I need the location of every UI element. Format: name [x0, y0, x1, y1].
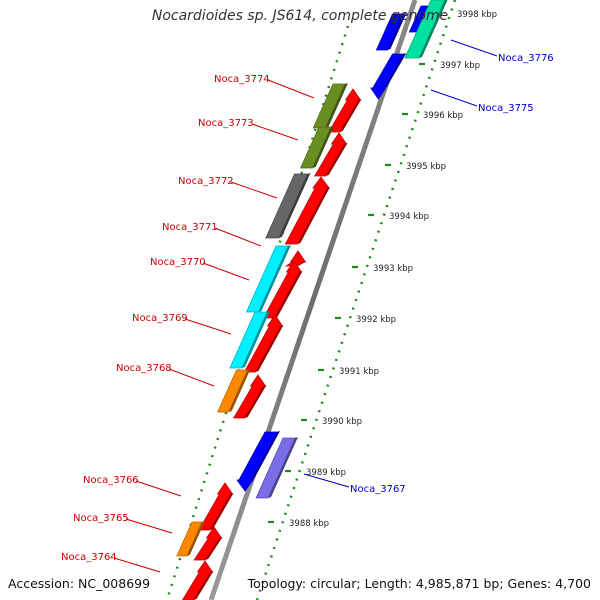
tick-label: 3997 kbp [440, 61, 480, 71]
noca-3767-block-a [236, 431, 278, 492]
gene-label-noca-3767: Noca_3767 [350, 484, 406, 495]
tick-label: 3994 kbp [389, 212, 429, 222]
noca-3768-block-shade [228, 369, 251, 412]
tick-label: 3991 kbp [339, 367, 379, 377]
noca-3766-red-gene-shade [209, 493, 234, 530]
genome-title: Nocardioides sp. JS614, complete genome [151, 8, 449, 24]
leader-line [251, 123, 299, 141]
gene-labels: 3988 kbp 3989 kbp 3990 kbp 3991 kbp 3992 kbp… [61, 10, 554, 573]
noca-3775-block [370, 53, 405, 100]
noca-3772-red-gene-shade [297, 187, 330, 244]
gene-label-noca-3765: Noca_3765 [73, 513, 129, 524]
gene-label-noca-3764: Noca_3764 [61, 552, 117, 563]
noca-3769-red-gene-shade [255, 325, 284, 372]
leader-line [125, 518, 173, 534]
tick-label: 3988 kbp [289, 519, 329, 529]
gene-label-noca-3766: Noca_3766 [83, 475, 139, 486]
leader-line [113, 557, 161, 573]
tick-label: 3989 kbp [306, 468, 346, 478]
noca-3767-block-b-shade [268, 437, 298, 498]
gene-label-noca-3775: Noca_3775 [478, 103, 534, 114]
noca-3770-red-gene-shade [274, 271, 303, 318]
noca-3776-block-shade [419, 0, 448, 58]
noca-3764-red-gene-shade [193, 571, 214, 600]
tick-label: 3995 kbp [406, 162, 446, 172]
tick-label: 3996 kbp [423, 111, 463, 121]
noca-3768-red-gene-shade [244, 385, 267, 418]
tick-label: 3998 kbp [457, 10, 497, 20]
leader-line [303, 473, 350, 488]
noca-3775-block-shade [383, 53, 407, 88]
leader-line [430, 89, 478, 107]
noca-3769-block-shade [241, 311, 270, 368]
noca-3773-red-gene-shade [325, 143, 348, 176]
gene-features [176, 0, 448, 600]
gene-label-noca-3771: Noca_3771 [162, 222, 218, 233]
noca-3772-block-shade [278, 173, 311, 238]
noca-3775-top-block-shade [387, 13, 407, 50]
leader-line [168, 368, 215, 387]
leader-line [267, 79, 315, 99]
leader-line [135, 480, 182, 497]
noca-3774-block-shade [325, 83, 348, 128]
right-dotted-track [255, 0, 457, 600]
noca-3765-block-shade [186, 521, 205, 556]
noca-3773-block-shade [312, 126, 334, 168]
leader-line [214, 227, 262, 247]
leader-line [450, 39, 498, 57]
noca-3771-red-gene-shade [297, 261, 307, 266]
gene-label-noca-3774: Noca_3774 [214, 74, 270, 85]
tick-label: 3990 kbp [322, 417, 362, 427]
noca-3774-red-gene-shade [339, 99, 362, 132]
gene-label-noca-3776: Noca_3776 [498, 53, 554, 64]
gene-label-noca-3769: Noca_3769 [132, 313, 188, 324]
topology-text: Topology: circular; Length: 4,985,871 bp… [247, 576, 591, 591]
noca-3767-block-a-shade [251, 431, 280, 480]
leader-line [230, 181, 278, 199]
leader-line [184, 318, 232, 335]
noca-3765-red-gene-shade [205, 537, 223, 560]
gene-label-noca-3768: Noca_3768 [116, 363, 172, 374]
gene-label-noca-3773: Noca_3773 [198, 118, 254, 129]
gene-label-noca-3770: Noca_3770 [150, 257, 206, 268]
tick-label: 3993 kbp [373, 264, 413, 274]
gene-label-noca-3772: Noca_3772 [178, 176, 234, 187]
accession-text: Accession: NC_008699 [8, 576, 151, 591]
noca-3770-block-shade [258, 245, 291, 312]
leader-line [202, 262, 250, 281]
genome-backbone [208, 0, 418, 600]
tick-label: 3992 kbp [356, 315, 396, 325]
